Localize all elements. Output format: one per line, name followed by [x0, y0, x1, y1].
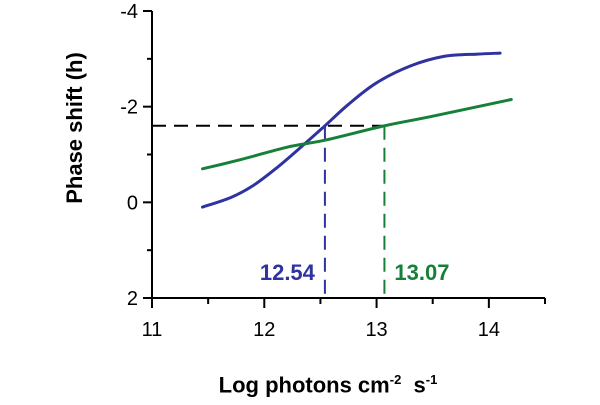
- y-tick-label: -4: [120, 1, 138, 23]
- x-tick-label: 11: [142, 319, 163, 341]
- tick-labels: -4 -2 0 211 12 13 14: [120, 1, 500, 341]
- chart-series: [201, 51, 513, 209]
- y-tick-label: -2: [120, 97, 138, 119]
- y-axis-label: Phase shift (h): [62, 52, 87, 204]
- x-tick-label: 12: [253, 319, 275, 341]
- x-axis-label-exp2: -1: [425, 372, 438, 387]
- x-axis-label-base1: Log photons cm: [218, 372, 390, 398]
- y-tick-label: 0: [127, 192, 138, 214]
- x-axis-label-base2: s: [413, 372, 426, 398]
- series-line-1: [201, 51, 502, 209]
- x-axis-label-exp1: -2: [389, 372, 402, 387]
- value-annotations: 12.54 13.07: [260, 260, 450, 285]
- chart-axes: [143, 10, 546, 308]
- x-tick-label: 13: [365, 319, 387, 341]
- x-tick-label: 14: [478, 319, 500, 341]
- reference-lines: [152, 124, 386, 298]
- annotation-label: 13.07: [394, 260, 449, 285]
- x-axis-label: Log photons cm-2 s-1: [0, 372, 600, 398]
- annotation-label: 12.54: [260, 260, 316, 285]
- y-tick-label: 2: [127, 288, 138, 310]
- series-line-2: [201, 98, 513, 171]
